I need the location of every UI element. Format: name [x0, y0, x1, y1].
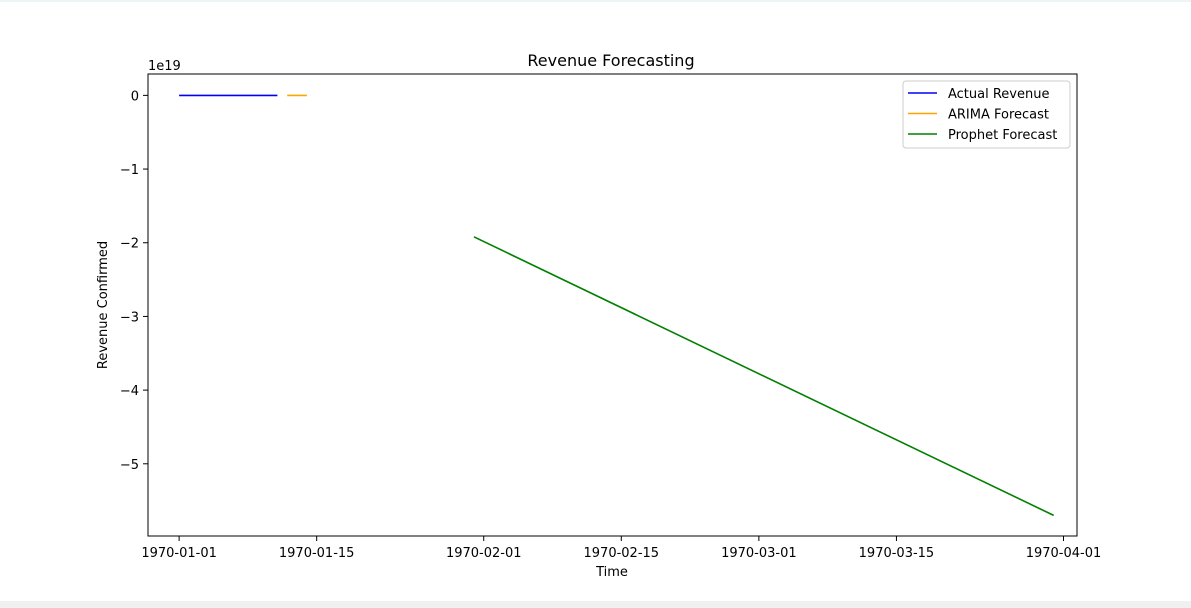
x-tick-label: 1970-03-01: [721, 546, 797, 561]
series-line-3: [473, 236, 1055, 517]
plot-area: [147, 73, 1078, 537]
x-tick-label: 1970-03-15: [859, 546, 935, 561]
y-axis-label: Revenue Confirmed: [96, 241, 111, 369]
x-ticks: 1970-01-01 1970-01-15 1970-02-01 1970-02-15…: [141, 536, 1101, 561]
series-layer: [179, 94, 1055, 517]
legend-label: Actual Revenue: [948, 87, 1049, 102]
bottom-strip: [0, 601, 1191, 608]
legend-label: ARIMA Forecast: [948, 108, 1049, 123]
x-tick-label: 1970-01-01: [141, 546, 217, 561]
y-offset-label: 1e19: [148, 59, 181, 74]
legend: Actual Revenue ARIMA Forecast Prophet Fore…: [902, 80, 1071, 149]
x-tick-label: 1970-04-01: [1026, 546, 1102, 561]
y-tick-label: −3: [120, 310, 139, 325]
top-strip: [0, 0, 1191, 2]
x-tick-label: 1970-02-01: [446, 546, 522, 561]
legend-frame: [902, 80, 1071, 149]
x-tick-label: 1970-02-15: [584, 546, 660, 561]
y-tick-label: −4: [120, 384, 139, 399]
y-tick-label: 0: [131, 89, 139, 104]
y-tick-label: −1: [120, 163, 139, 178]
x-axis-label: Time: [595, 565, 628, 580]
x-tick-label: 1970-01-15: [279, 546, 355, 561]
legend-label: Prophet Forecast: [948, 128, 1057, 143]
y-tick-label: −5: [120, 458, 139, 473]
chart-title: Revenue Forecasting: [527, 51, 694, 70]
y-tick-label: −2: [120, 237, 139, 252]
y-ticks: 0 −1 −2 −3 −4 −5: [120, 89, 148, 473]
